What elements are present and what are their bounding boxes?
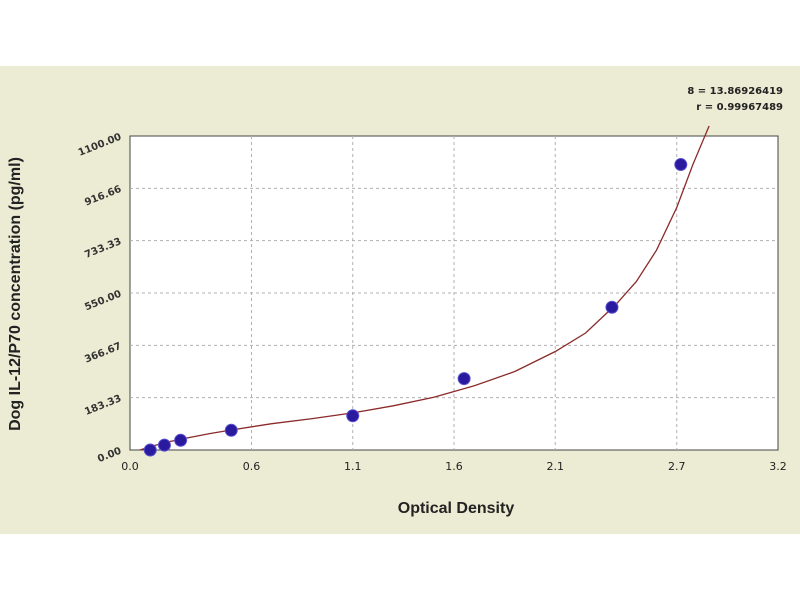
y-tick-label: 1100.00 (77, 132, 123, 159)
x-tick-label: 1.1 (344, 460, 362, 473)
x-tick-labels: 0.0 0.6 1.1 1.6 2.1 2.7 3.2 (121, 460, 787, 473)
data-point (143, 443, 157, 457)
y-tick-label: 550.00 (83, 289, 123, 314)
y-tick-labels: 0.00 183.33 366.67 550.00 733.33 916.66 1100.0… (77, 132, 123, 465)
r-statistic: r = 0.99967489 (696, 102, 783, 113)
data-point (605, 300, 619, 314)
x-tick-label: 0.6 (243, 460, 261, 473)
data-point (174, 433, 188, 447)
chart-svg: 0.0 0.6 1.1 1.6 2.1 2.7 3.2 0.00 183.33 366.67 55… (7, 86, 787, 517)
x-tick-label: 1.6 (445, 460, 463, 473)
s-statistic: 8 = 13.86926419 (687, 86, 783, 97)
data-point (674, 158, 688, 172)
data-point (346, 409, 360, 423)
data-point (457, 372, 471, 386)
x-tick-label: 0.0 (121, 460, 139, 473)
gridlines (130, 136, 778, 450)
y-tick-label: 0.00 (96, 446, 123, 465)
data-point (224, 423, 238, 437)
fit-curve (139, 125, 710, 451)
y-tick-label: 366.67 (83, 341, 123, 366)
data-points (143, 158, 688, 457)
x-tick-label: 2.7 (668, 460, 686, 473)
x-tick-label: 3.2 (769, 460, 787, 473)
y-tick-label: 733.33 (83, 236, 123, 261)
chart-figure: 0.0 0.6 1.1 1.6 2.1 2.7 3.2 0.00 183.33 366.67 55… (0, 66, 800, 534)
y-tick-label: 183.33 (83, 393, 123, 418)
y-axis-title: Dog IL-12/P70 concentration (pg/ml) (7, 157, 24, 431)
data-point (157, 438, 171, 452)
x-axis-title: Optical Density (398, 500, 515, 517)
x-tick-label: 2.1 (547, 460, 565, 473)
y-tick-label: 916.66 (83, 184, 123, 209)
